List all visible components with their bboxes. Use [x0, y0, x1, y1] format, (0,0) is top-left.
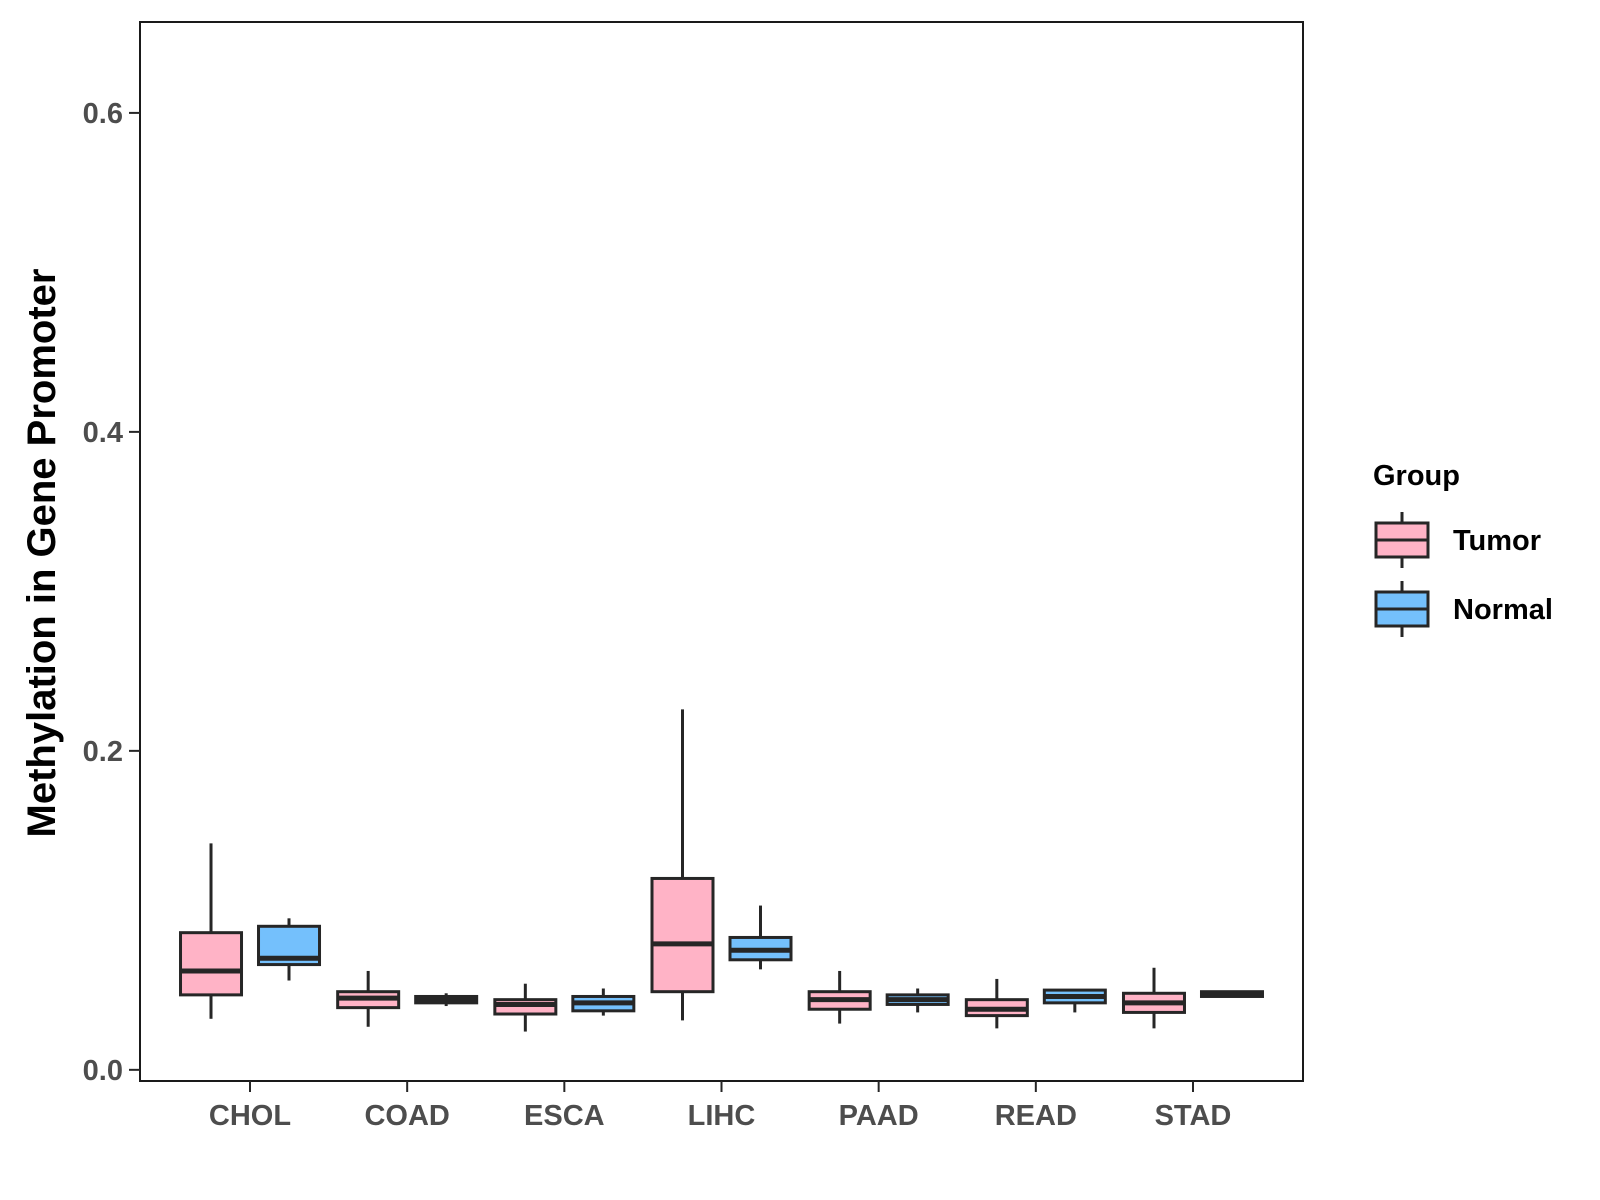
- x-tick-label: ESCA: [524, 1100, 605, 1132]
- box-tumor-chol: [179, 843, 244, 1019]
- box-tumor-lihc: [650, 709, 715, 1021]
- legend: Group Tumor Normal: [1373, 460, 1553, 637]
- legend-key-tumor: [1374, 512, 1430, 568]
- x-tick-label: PAAD: [839, 1100, 919, 1132]
- box-normal-chol: [257, 918, 322, 981]
- y-axis: 0.0 0.2 0.4 0.6: [83, 98, 140, 1087]
- box-body: [179, 931, 244, 997]
- x-tick-label: CHOL: [209, 1100, 291, 1132]
- box-normal-stad: [1199, 990, 1264, 998]
- legend-key-normal: [1374, 581, 1430, 637]
- box-tumor-stad: [1121, 967, 1186, 1029]
- legend-title: Group: [1373, 460, 1460, 492]
- box-normal-esca: [571, 988, 636, 1016]
- y-tick-label: 0.6: [83, 98, 123, 130]
- box-tumor-read: [964, 978, 1029, 1029]
- x-tick-label: STAD: [1155, 1100, 1232, 1132]
- box-tumor-coad: [336, 970, 401, 1027]
- y-axis-title: Methylation in Gene Promoter: [20, 269, 64, 838]
- box-tumor-esca: [493, 983, 558, 1032]
- legend-label-normal: Normal: [1453, 594, 1553, 626]
- y-tick-label: 0.2: [83, 736, 123, 768]
- box-normal-paad: [885, 988, 950, 1013]
- box-tumor-paad: [807, 970, 872, 1024]
- x-tick-label: COAD: [364, 1100, 449, 1132]
- x-axis: CHOL COAD ESCA LIHC PAAD READ STAD: [209, 1081, 1231, 1132]
- x-tick-label: LIHC: [688, 1100, 756, 1132]
- box-normal-read: [1042, 988, 1107, 1013]
- legend-label-tumor: Tumor: [1453, 525, 1541, 557]
- box-group: [179, 709, 1264, 1032]
- plot-panel: [139, 21, 1304, 1082]
- box-normal-lihc: [728, 905, 793, 970]
- y-tick-label: 0.4: [83, 417, 123, 449]
- box-normal-coad: [414, 993, 479, 1007]
- box-body: [650, 876, 715, 994]
- y-tick-label: 0.0: [83, 1055, 123, 1087]
- x-tick-label: READ: [995, 1100, 1077, 1132]
